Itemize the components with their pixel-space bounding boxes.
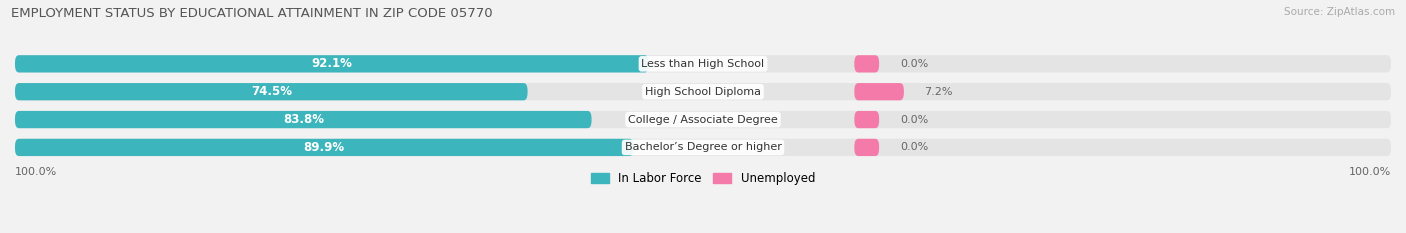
FancyBboxPatch shape — [855, 55, 879, 72]
Text: 7.2%: 7.2% — [925, 87, 953, 97]
Text: 0.0%: 0.0% — [900, 142, 928, 152]
FancyBboxPatch shape — [15, 83, 1391, 100]
Text: College / Associate Degree: College / Associate Degree — [628, 115, 778, 125]
FancyBboxPatch shape — [15, 111, 592, 128]
Text: 0.0%: 0.0% — [900, 59, 928, 69]
FancyBboxPatch shape — [15, 139, 1391, 156]
Legend: In Labor Force, Unemployed: In Labor Force, Unemployed — [591, 172, 815, 185]
FancyBboxPatch shape — [855, 139, 879, 156]
Text: Source: ZipAtlas.com: Source: ZipAtlas.com — [1284, 7, 1395, 17]
Text: 100.0%: 100.0% — [15, 168, 58, 178]
Text: 0.0%: 0.0% — [900, 115, 928, 125]
FancyBboxPatch shape — [15, 111, 1391, 128]
Text: 83.8%: 83.8% — [283, 113, 323, 126]
Text: 89.9%: 89.9% — [304, 141, 344, 154]
FancyBboxPatch shape — [15, 55, 648, 72]
Text: 92.1%: 92.1% — [311, 57, 353, 70]
Text: Bachelor’s Degree or higher: Bachelor’s Degree or higher — [624, 142, 782, 152]
FancyBboxPatch shape — [855, 111, 879, 128]
FancyBboxPatch shape — [855, 83, 904, 100]
Text: EMPLOYMENT STATUS BY EDUCATIONAL ATTAINMENT IN ZIP CODE 05770: EMPLOYMENT STATUS BY EDUCATIONAL ATTAINM… — [11, 7, 494, 20]
FancyBboxPatch shape — [15, 55, 1391, 72]
Text: 100.0%: 100.0% — [1348, 168, 1391, 178]
Text: 74.5%: 74.5% — [250, 85, 292, 98]
Text: Less than High School: Less than High School — [641, 59, 765, 69]
FancyBboxPatch shape — [15, 83, 527, 100]
FancyBboxPatch shape — [15, 139, 634, 156]
Text: High School Diploma: High School Diploma — [645, 87, 761, 97]
